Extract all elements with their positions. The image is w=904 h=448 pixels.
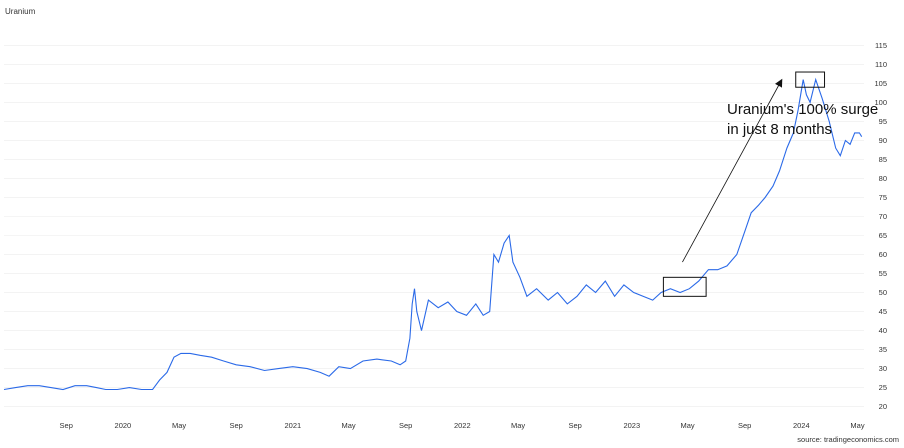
- x-tick-label: Sep: [738, 421, 751, 430]
- source-label: source: tradingeconomics.com: [797, 435, 899, 444]
- x-tick-label: May: [511, 421, 525, 430]
- x-tick-label: May: [341, 421, 355, 430]
- x-tick-label: Sep: [60, 421, 73, 430]
- x-tick-label: 2020: [115, 421, 132, 430]
- y-tick-label: 55: [879, 269, 887, 278]
- grid-lines: [4, 45, 864, 407]
- x-tick-label: May: [680, 421, 694, 430]
- y-tick-label: 25: [879, 383, 887, 392]
- x-tick-label: 2022: [454, 421, 471, 430]
- y-tick-label: 75: [879, 193, 887, 202]
- y-tick-label: 20: [879, 402, 887, 411]
- y-tick-label: 40: [879, 326, 887, 335]
- y-tick-label: 60: [879, 250, 887, 259]
- annotation-arrow: [682, 78, 783, 263]
- x-tick-label: Sep: [230, 421, 243, 430]
- x-tick-label: Sep: [568, 421, 581, 430]
- x-tick-label: 2024: [793, 421, 810, 430]
- y-tick-label: 90: [879, 136, 887, 145]
- highlight-boxes: [662, 71, 826, 297]
- y-tick-label: 30: [879, 364, 887, 373]
- y-tick-label: 85: [879, 155, 887, 164]
- y-axis: 20 25 30 35 40 45 50 55 60 65 70 75 80 85 90 95 100 105 11…: [874, 41, 887, 411]
- x-tick-label: 2023: [623, 421, 640, 430]
- highlight-box-1: [662, 276, 707, 297]
- y-tick-label: 95: [879, 117, 887, 126]
- chart-title: Uranium: [5, 7, 36, 16]
- x-tick-label: Sep: [399, 421, 412, 430]
- annotation-line-2: in just 8 months: [727, 121, 832, 138]
- y-tick-label: 110: [875, 60, 887, 69]
- y-tick-label: 100: [874, 98, 887, 107]
- x-tick-label: 2021: [284, 421, 301, 430]
- x-axis: Sep 2020 May Sep 2021 May Sep 2022 May Sep 2023 May…: [60, 421, 865, 430]
- y-tick-label: 115: [875, 41, 887, 50]
- y-tick-label: 105: [874, 79, 887, 88]
- annotation-text: Uranium's 100% surge in just 8 months: [727, 101, 882, 138]
- y-tick-label: 65: [879, 231, 887, 240]
- highlight-box-2: [795, 71, 826, 88]
- y-tick-label: 70: [879, 212, 887, 221]
- x-tick-label: May: [850, 421, 864, 430]
- y-tick-label: 80: [879, 174, 887, 183]
- y-tick-label: 50: [879, 288, 887, 297]
- y-tick-label: 35: [879, 345, 887, 354]
- y-tick-label: 45: [879, 307, 887, 316]
- annotation-line-1: Uranium's 100% surge: [727, 101, 878, 118]
- x-tick-label: May: [172, 421, 186, 430]
- series-line: [3, 77, 863, 391]
